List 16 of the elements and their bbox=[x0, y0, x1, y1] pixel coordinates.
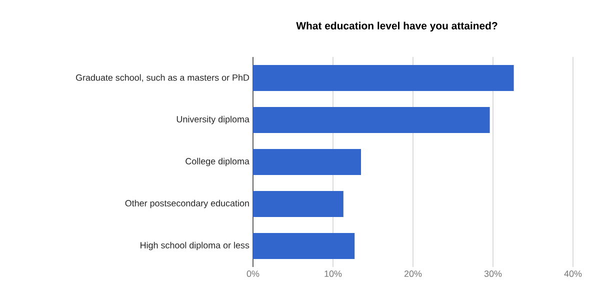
bar bbox=[253, 233, 355, 260]
bar bbox=[253, 65, 514, 92]
bar bbox=[253, 191, 344, 218]
y-tick-label: Graduate school, such as a masters or PhD bbox=[76, 74, 250, 82]
y-tick-label: High school diploma or less bbox=[140, 242, 250, 250]
x-tick-label: 40% bbox=[564, 270, 582, 277]
y-tick-label: College diploma bbox=[186, 158, 250, 166]
x-tick-label: 30% bbox=[484, 270, 502, 277]
y-tick-label: Other postsecondary education bbox=[125, 200, 249, 208]
x-tick-label: 10% bbox=[324, 270, 342, 277]
bar bbox=[253, 149, 362, 176]
x-tick-label: 20% bbox=[404, 270, 422, 277]
y-tick-label: University diploma bbox=[176, 116, 250, 124]
bar bbox=[253, 107, 490, 134]
chart-title: What education level have you attained? bbox=[296, 22, 498, 32]
x-tick-label: 0% bbox=[246, 270, 260, 277]
